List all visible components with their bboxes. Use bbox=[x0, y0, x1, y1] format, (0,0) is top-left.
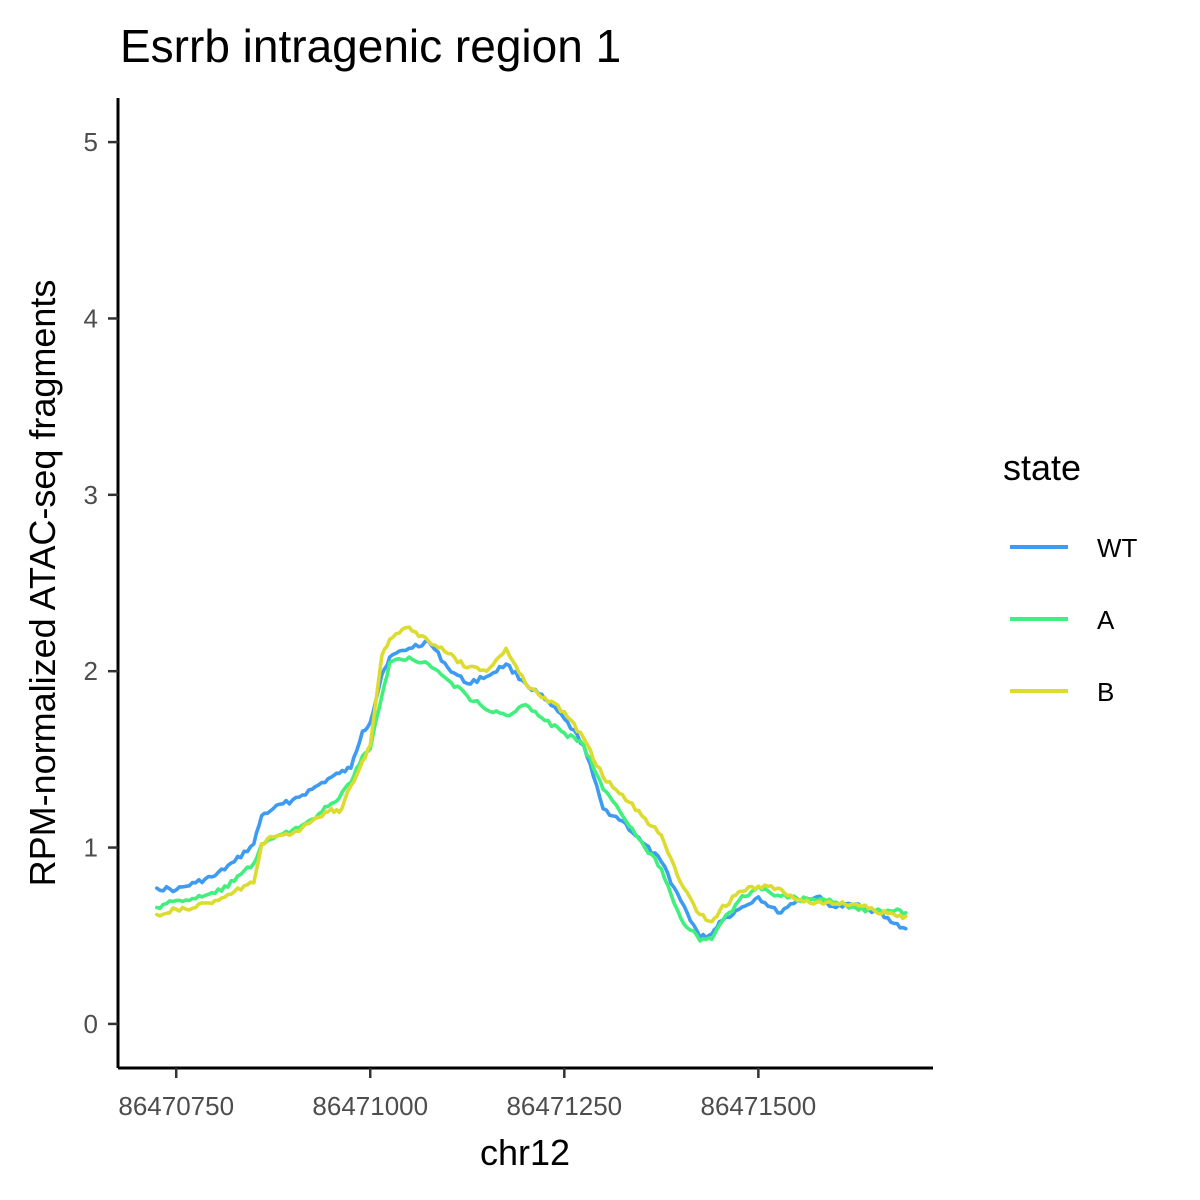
y-tick-label: 2 bbox=[84, 656, 98, 686]
y-tick-label: 0 bbox=[84, 1009, 98, 1039]
x-tick-label: 86471250 bbox=[506, 1091, 622, 1121]
legend-title: state bbox=[1003, 447, 1081, 488]
x-tick-label: 86470750 bbox=[118, 1091, 234, 1121]
legend-items: WT A B bbox=[1010, 533, 1138, 707]
series-line-wt bbox=[155, 639, 908, 940]
x-tick-label: 86471500 bbox=[701, 1091, 817, 1121]
y-tick-label: 5 bbox=[84, 127, 98, 157]
y-axis-title: RPM-normalized ATAC-seq fragments bbox=[22, 280, 63, 887]
y-tick-label: 1 bbox=[84, 833, 98, 863]
legend: state WT A B bbox=[1003, 447, 1138, 707]
series-line-b bbox=[155, 625, 908, 924]
plot-area: 86470750 86471000 86471250 86471500 0 1 2 3 4 5 bbox=[84, 98, 933, 1121]
legend-label-wt: WT bbox=[1097, 533, 1138, 563]
x-axis-ticks: 86470750 86471000 86471250 86471500 bbox=[118, 1068, 816, 1121]
y-tick-label: 3 bbox=[84, 480, 98, 510]
series-layer bbox=[155, 625, 908, 943]
y-tick-label: 4 bbox=[84, 303, 98, 333]
y-axis-ticks: 0 1 2 3 4 5 bbox=[84, 127, 118, 1039]
legend-label-b: B bbox=[1097, 677, 1114, 707]
x-tick-label: 86471000 bbox=[312, 1091, 428, 1121]
x-axis-title: chr12 bbox=[480, 1132, 570, 1173]
legend-label-a: A bbox=[1097, 605, 1115, 635]
chart-title: Esrrb intragenic region 1 bbox=[120, 20, 621, 72]
